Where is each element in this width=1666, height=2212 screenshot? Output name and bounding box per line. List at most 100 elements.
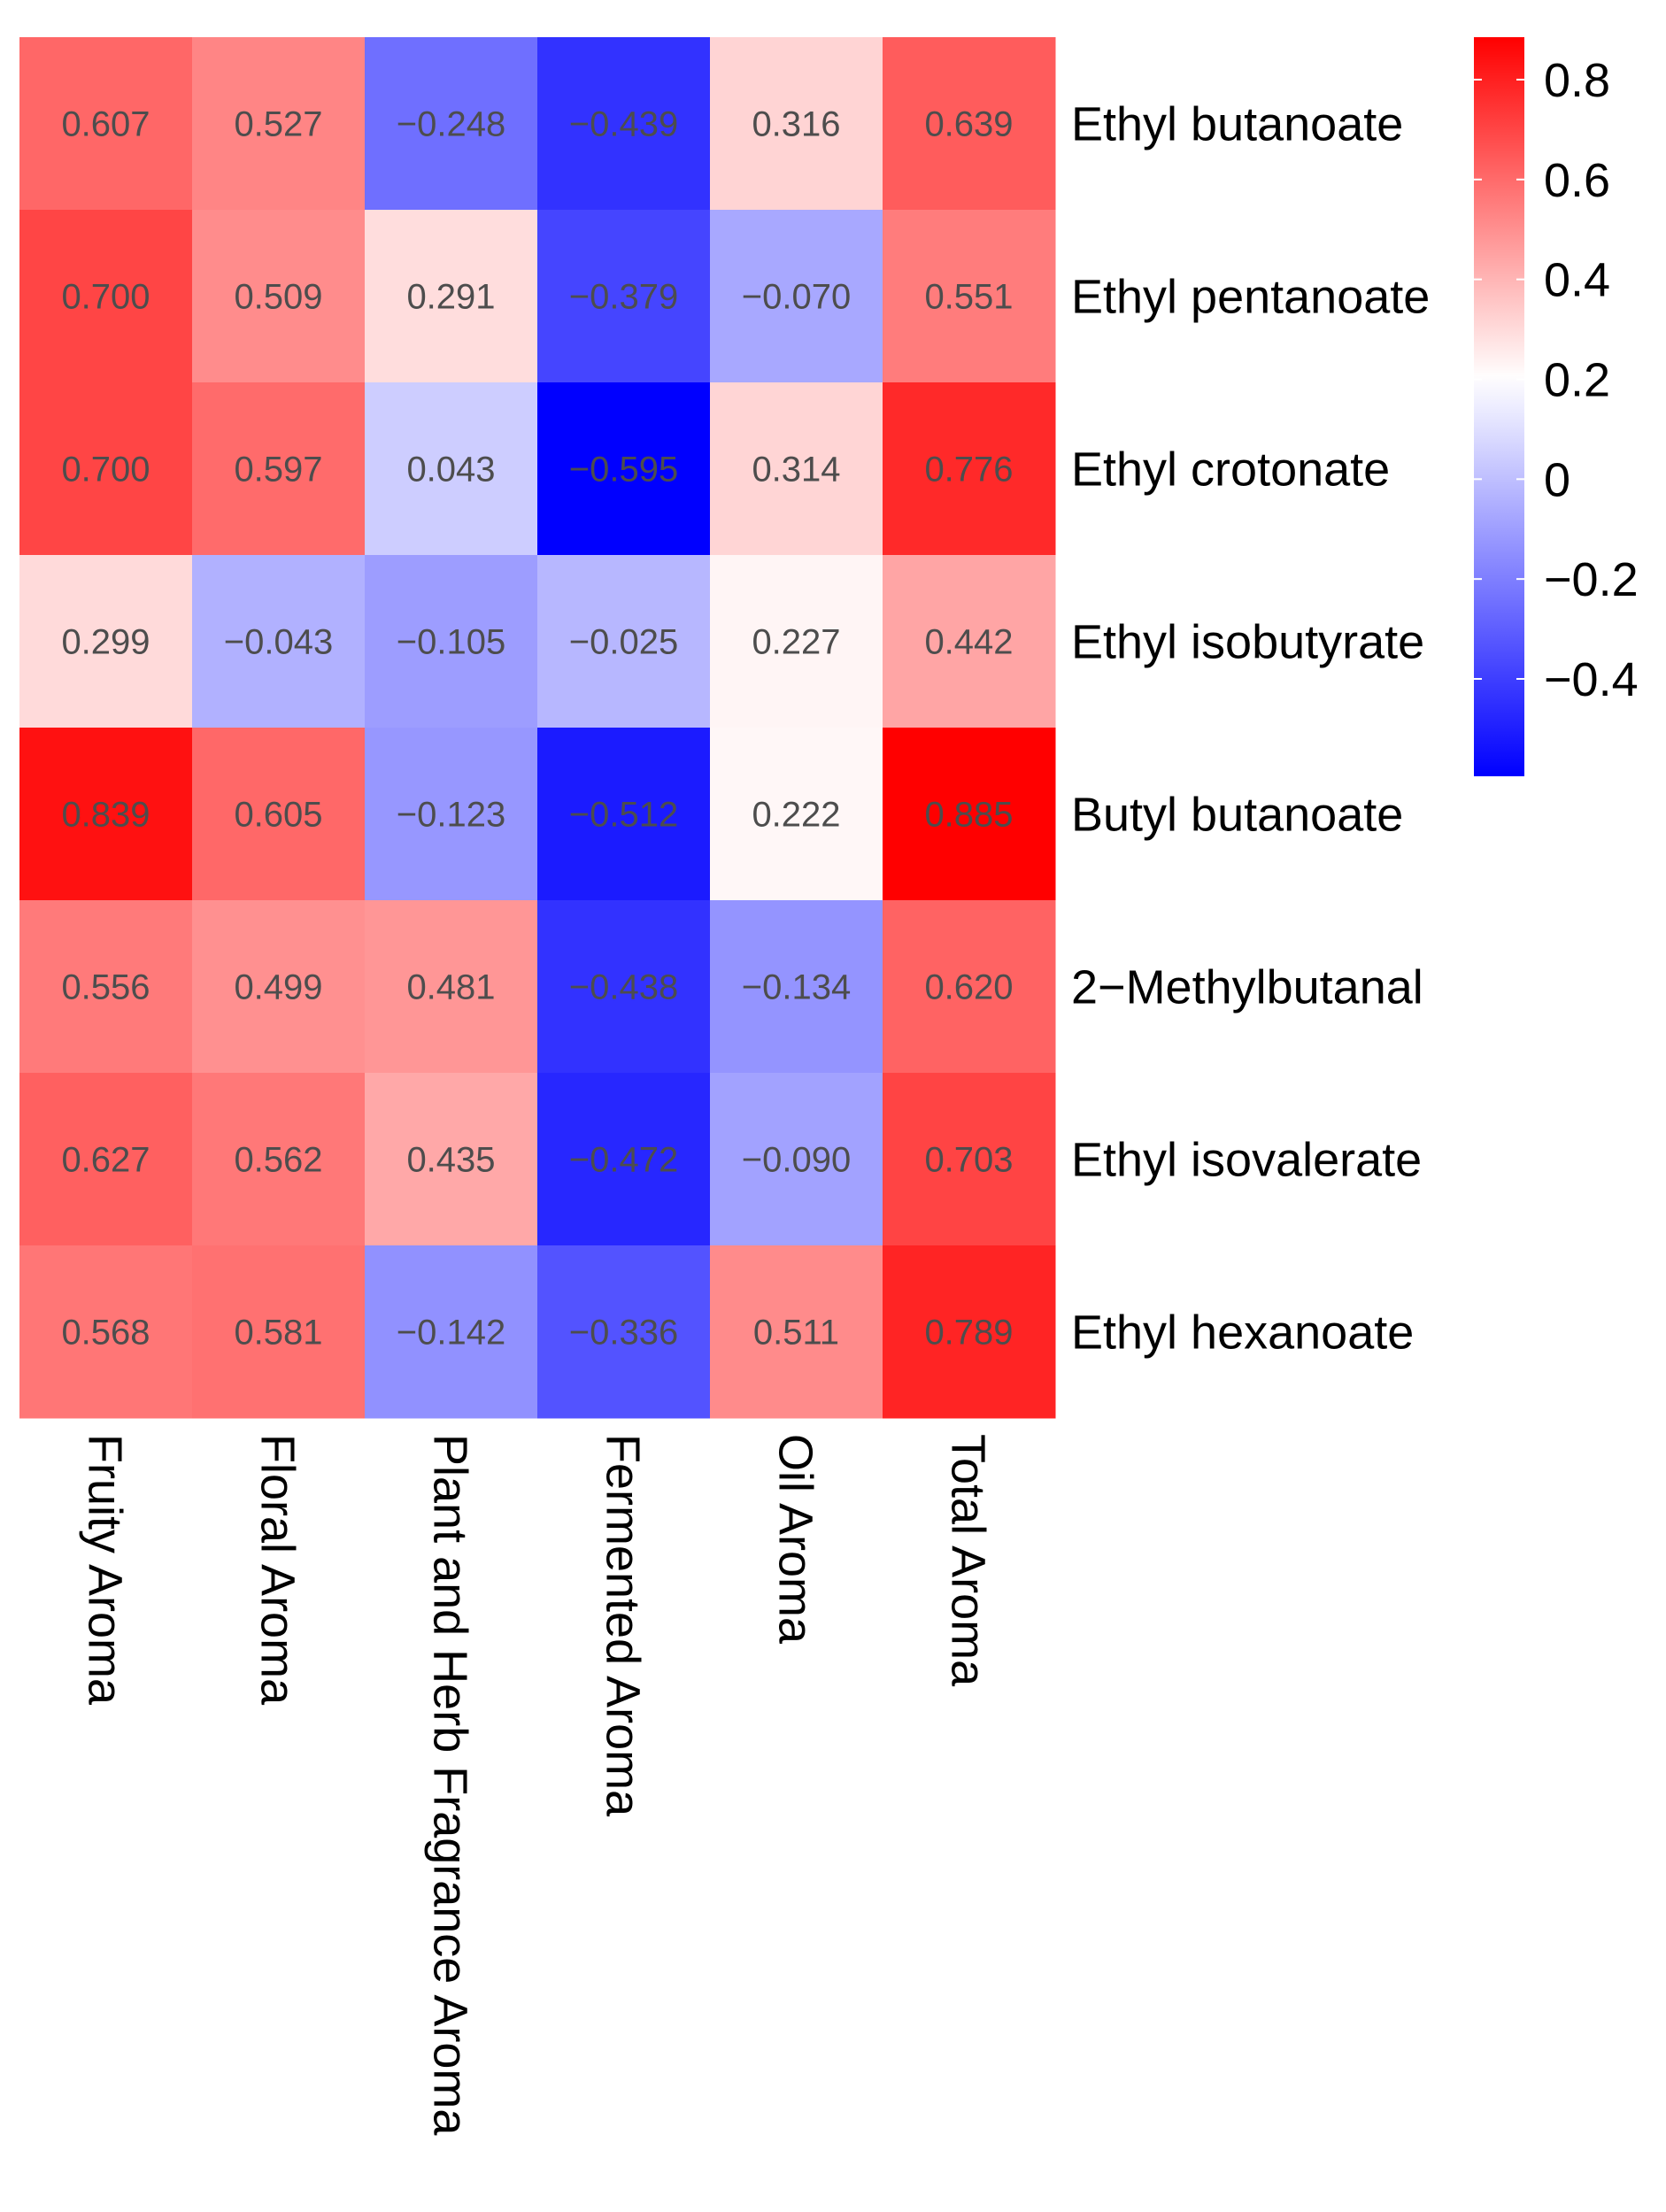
heatmap-cell <box>192 728 366 901</box>
row-label: Ethyl hexanoate <box>1071 1306 1414 1360</box>
cell-value-label: −0.439 <box>569 105 678 144</box>
heatmap-cell <box>710 210 883 383</box>
cell-value-label: 0.581 <box>234 1314 322 1353</box>
heatmap-cell <box>710 900 883 1074</box>
heatmap-cell <box>710 1245 883 1419</box>
cell-value-label: −0.472 <box>569 1141 678 1180</box>
cell-value-label: 0.222 <box>752 796 840 835</box>
heatmap-cell <box>192 1245 366 1419</box>
heatmap-cell <box>710 382 883 556</box>
heatmap-cell <box>192 210 366 383</box>
cell-value-label: 0.885 <box>924 796 1013 835</box>
heatmap-cell <box>537 900 711 1074</box>
heatmap-cell <box>710 555 883 728</box>
heatmap-cell <box>883 37 1056 211</box>
cell-value-label: −0.090 <box>742 1141 851 1180</box>
heatmap-cell <box>883 1245 1056 1419</box>
cell-value-label: 0.509 <box>234 278 322 317</box>
heatmap-cells: 0.607 0.527 −0.248 −0.439 0.316 0.639 0.700 0.5… <box>19 37 1056 1419</box>
cell-value-label: −0.123 <box>397 796 505 835</box>
cell-value-label: 0.627 <box>61 1141 150 1180</box>
cell-value-label: 0.568 <box>61 1314 150 1353</box>
heatmap-cell <box>19 555 193 728</box>
column-label: Fermented Aroma <box>597 1434 650 1817</box>
heatmap-cell <box>883 382 1056 556</box>
heatmap-cell <box>19 1245 193 1419</box>
heatmap-cell <box>537 1245 711 1419</box>
cell-value-label: −0.134 <box>742 968 851 1007</box>
heatmap-cell <box>365 728 538 901</box>
column-label: Floral Aroma <box>251 1434 305 1706</box>
column-label: Total Aroma <box>942 1434 995 1687</box>
heatmap-cell <box>19 37 193 211</box>
row-label: Ethyl crotonate <box>1071 443 1390 497</box>
heatmap-cell <box>365 210 538 383</box>
row-label: Ethyl butanoate <box>1071 98 1403 151</box>
colorbar-tick-label: −0.2 <box>1544 553 1639 606</box>
heatmap-cell <box>537 1073 711 1246</box>
colorbar-gradient <box>1474 37 1524 776</box>
colorbar-tick-label: 0.2 <box>1544 353 1610 406</box>
cell-value-label: 0.043 <box>406 451 495 489</box>
colorbar-legend: 0.8 0.6 0.4 0.2 0 −0.2 −0.4 <box>1474 37 1639 776</box>
cell-value-label: 0.789 <box>924 1314 1013 1353</box>
colorbar-tick-label: 0.4 <box>1544 254 1610 307</box>
cell-value-label: 0.700 <box>61 278 150 317</box>
cell-value-label: 0.556 <box>61 968 150 1007</box>
heatmap-cell <box>710 728 883 901</box>
heatmap-cell <box>365 1073 538 1246</box>
heatmap-cell <box>192 37 366 211</box>
heatmap-cell <box>19 382 193 556</box>
heatmap-cell <box>883 555 1056 728</box>
row-label: Ethyl pentanoate <box>1071 271 1430 324</box>
cell-value-label: 0.607 <box>61 105 150 144</box>
cell-value-label: −0.105 <box>397 623 505 662</box>
row-labels: Ethyl butanoate Ethyl pentanoate Ethyl cro… <box>1071 98 1430 1360</box>
heatmap-cell <box>365 1245 538 1419</box>
cell-value-label: 0.299 <box>61 623 150 662</box>
colorbar-tick-label: −0.4 <box>1544 653 1639 706</box>
cell-value-label: 0.481 <box>406 968 495 1007</box>
cell-value-label: 0.605 <box>234 796 322 835</box>
row-label: 2−Methylbutanal <box>1071 961 1423 1014</box>
cell-value-label: 0.776 <box>924 451 1013 489</box>
cell-value-label: 0.227 <box>752 623 840 662</box>
heatmap-cell <box>192 1073 366 1246</box>
heatmap-cell <box>19 728 193 901</box>
heatmap-cell <box>19 900 193 1074</box>
cell-value-label: −0.379 <box>569 278 678 317</box>
cell-value-label: 0.597 <box>234 451 322 489</box>
cell-value-label: 0.442 <box>924 623 1013 662</box>
cell-value-label: 0.291 <box>406 278 495 317</box>
heatmap-cell <box>710 1073 883 1246</box>
row-label: Butyl butanoate <box>1071 789 1403 842</box>
heatmap-cell <box>365 37 538 211</box>
cell-value-label: 0.703 <box>924 1141 1013 1180</box>
colorbar-tick-label: 0 <box>1544 453 1570 506</box>
heatmap-cell <box>192 555 366 728</box>
heatmap-cell <box>365 382 538 556</box>
heatmap-cell <box>537 555 711 728</box>
cell-value-label: 0.316 <box>752 105 840 144</box>
row-label: Ethyl isobutyrate <box>1071 616 1424 669</box>
cell-value-label: 0.435 <box>406 1141 495 1180</box>
cell-value-label: 0.639 <box>924 105 1013 144</box>
column-label: Oil Aroma <box>769 1434 822 1645</box>
heatmap-cell <box>365 555 538 728</box>
cell-value-label: 0.527 <box>234 105 322 144</box>
heatmap-cell <box>537 728 711 901</box>
column-label: Fruity Aroma <box>79 1434 132 1706</box>
heatmap-cell <box>365 900 538 1074</box>
heatmap-cell <box>19 1073 193 1246</box>
heatmap-cell <box>537 382 711 556</box>
row-label: Ethyl isovalerate <box>1071 1134 1422 1187</box>
cell-value-label: 0.562 <box>234 1141 322 1180</box>
cell-value-label: 0.620 <box>924 968 1013 1007</box>
cell-value-label: 0.839 <box>61 796 150 835</box>
cell-value-label: 0.511 <box>753 1314 839 1353</box>
heatmap-cell <box>883 1073 1056 1246</box>
cell-value-label: 0.551 <box>924 278 1013 317</box>
cell-value-label: −0.142 <box>397 1314 505 1353</box>
cell-value-label: −0.248 <box>397 105 505 144</box>
heatmap-cell <box>192 382 366 556</box>
